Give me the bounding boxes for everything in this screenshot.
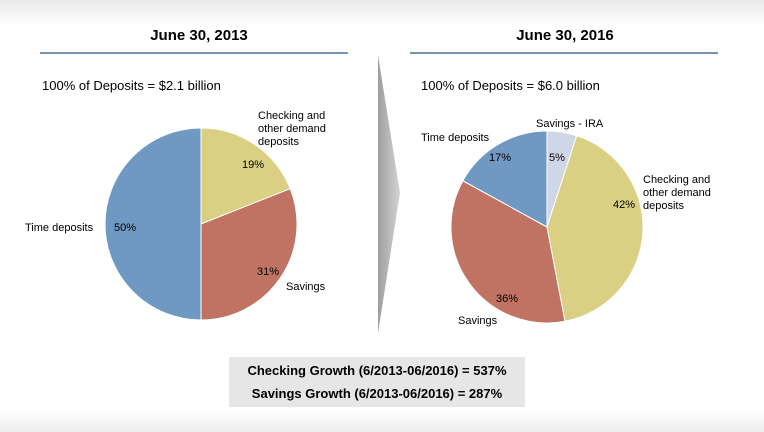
left-chart-subtitle: 100% of Deposits = $2.1 billion xyxy=(42,78,221,93)
pie-2013-label-time-deposits: Time deposits xyxy=(25,222,94,234)
pie-2013-label-savings: Savings xyxy=(286,281,326,293)
pie-2016-label-savings-ira: Savings - IRA xyxy=(536,118,604,130)
pie-2016-slice-checking xyxy=(546,135,644,322)
pie-2016-pct-checking: 42% xyxy=(613,199,635,211)
right-chart-subtitle: 100% of Deposits = $6.0 billion xyxy=(421,78,600,93)
pie-2013-slice-savings xyxy=(200,188,298,321)
pie-2013-pct-savings: 31% xyxy=(257,266,279,278)
pie-2013-slice-time-deposits xyxy=(104,127,202,321)
right-title-rule xyxy=(410,52,718,54)
pie-2013: 19% 31% 50% Checking and other demand de… xyxy=(25,110,329,321)
pie-2013-pct-checking: 19% xyxy=(242,159,264,171)
pie-2016-label-checking: Checking and other demand deposits xyxy=(643,174,714,212)
pie-2016-pct-time-deposits: 17% xyxy=(489,152,511,164)
pie-2013-slice-checking xyxy=(200,127,291,225)
pie-2016-slice-savings xyxy=(450,180,566,324)
pie-2016: 5% 42% 36% 17% Savings - IRA Checking an… xyxy=(421,118,714,327)
left-chart-title: June 30, 2013 xyxy=(150,27,248,44)
left-title-rule xyxy=(40,52,348,54)
pie-2013-label-checking: Checking and other demand deposits xyxy=(258,110,329,148)
pie-2016-label-time-deposits: Time deposits xyxy=(421,132,490,144)
right-chart-title: June 30, 2016 xyxy=(516,27,614,44)
pie-2016-slice-time-deposits xyxy=(462,130,548,228)
transition-arrow-icon xyxy=(378,55,400,333)
growth-summary-box: Checking Growth (6/2013-06/2016) = 537% … xyxy=(229,357,525,407)
top-fade xyxy=(0,0,764,26)
bottom-fade xyxy=(0,410,764,432)
savings-growth-text: Savings Growth (6/2013-06/2016) = 287% xyxy=(251,386,503,401)
pie-2013-pct-time-deposits: 50% xyxy=(114,222,136,234)
checking-growth-text: Checking Growth (6/2013-06/2016) = 537% xyxy=(247,363,507,378)
pie-2016-pct-savings: 36% xyxy=(496,293,518,305)
pie-2016-label-savings: Savings xyxy=(458,315,498,327)
pie-2016-pct-savings-ira: 5% xyxy=(549,152,565,164)
